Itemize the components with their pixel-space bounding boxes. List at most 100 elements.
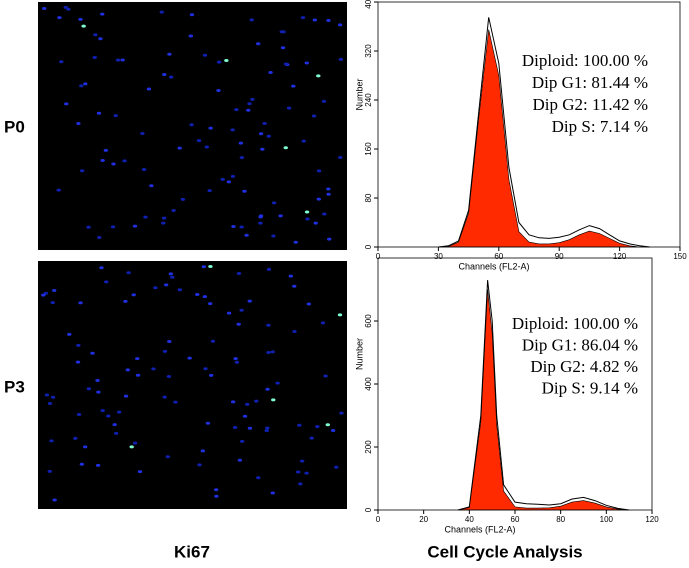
nucleus [280, 46, 286, 50]
nucleus [270, 350, 275, 354]
nucleus [271, 398, 276, 402]
nucleus [95, 378, 100, 382]
nucleus [63, 5, 68, 9]
nucleus [44, 393, 50, 397]
nucleus [195, 292, 200, 296]
nucleus [304, 61, 309, 65]
nucleus [320, 321, 326, 325]
nucleus [120, 58, 125, 62]
nucleus [123, 394, 129, 398]
nucleus [315, 425, 320, 429]
nucleus [270, 491, 275, 495]
nucleus [180, 197, 186, 201]
nucleus [288, 274, 294, 278]
nucleus [100, 12, 105, 16]
nucleus [326, 192, 331, 196]
nucleus [239, 225, 244, 229]
nucleus [283, 62, 289, 66]
nucleus [47, 401, 53, 405]
nucleus [297, 423, 302, 427]
nucleus [265, 387, 270, 391]
nucleus [113, 431, 119, 435]
nucleus [76, 413, 82, 417]
nucleus [330, 429, 336, 433]
nucleus [51, 289, 57, 293]
nucleus [151, 367, 156, 371]
y-tick-label: 320 [364, 44, 373, 58]
nucleus [187, 356, 192, 360]
nucleus [226, 180, 232, 184]
nucleus [231, 224, 236, 228]
column-label: Ki67 [174, 542, 210, 561]
nucleus [49, 439, 54, 443]
nucleus [266, 323, 271, 327]
nucleus [97, 236, 102, 240]
nucleus [306, 302, 312, 306]
nucleus [298, 482, 303, 486]
nucleus [234, 360, 240, 364]
nucleus [305, 217, 310, 221]
nucleus [92, 55, 97, 59]
row-label: P0 [4, 117, 25, 136]
nucleus [188, 34, 194, 38]
nucleus [50, 301, 55, 305]
nucleus [205, 421, 211, 425]
histogram-line [457, 280, 630, 511]
nucleus [323, 374, 328, 378]
nucleus [286, 106, 292, 110]
nucleus [214, 494, 219, 498]
nucleus [249, 18, 254, 22]
nucleus [322, 212, 327, 216]
nucleus [76, 121, 81, 125]
nucleus [122, 159, 127, 163]
nucleus [75, 360, 81, 364]
nucleus [52, 498, 57, 502]
nucleus [66, 7, 71, 11]
nucleus [337, 23, 343, 27]
x-tick-label: 80 [556, 515, 565, 524]
nucleus [239, 308, 244, 312]
nucleus [250, 97, 255, 101]
nucleus [165, 455, 170, 459]
nucleus [292, 329, 297, 333]
annotation: Dip S: 9.14 % [542, 378, 638, 397]
y-tick-label: 240 [364, 93, 373, 107]
nucleus [98, 37, 103, 41]
nucleus [162, 72, 167, 76]
nucleus [256, 476, 261, 480]
nucleus [115, 58, 121, 62]
nucleus [232, 425, 238, 429]
nucleus [208, 373, 214, 377]
nucleus [189, 123, 194, 127]
nucleus [326, 187, 331, 191]
y-tick-label: 400 [364, 0, 373, 9]
nucleus [236, 322, 241, 326]
nucleus [304, 210, 310, 214]
annotation: Dip G1: 86.04 % [522, 335, 638, 354]
nucleus [304, 471, 309, 475]
nucleus [258, 221, 263, 225]
nucleus [106, 414, 111, 418]
plot-frame [377, 1, 681, 248]
nucleus [201, 265, 206, 269]
nucleus [126, 271, 131, 275]
annotation: Dip G2: 4.82 % [530, 357, 638, 376]
nucleus [161, 221, 166, 225]
nucleus [204, 145, 210, 149]
nucleus [146, 87, 152, 91]
nucleus [116, 410, 122, 414]
nucleus [64, 102, 69, 106]
annotation: Dip G1: 81.44 % [532, 73, 648, 92]
nucleus [334, 465, 339, 469]
nucleus [233, 357, 238, 361]
nucleus [278, 214, 283, 218]
micrograph-p3 [38, 261, 347, 509]
nucleus [196, 139, 202, 143]
nucleus [159, 10, 164, 14]
nucleus [283, 146, 288, 150]
nucleus [260, 147, 265, 151]
nucleus [96, 111, 102, 115]
nucleus [316, 197, 321, 201]
nucleus [171, 208, 176, 212]
nucleus [292, 284, 297, 288]
